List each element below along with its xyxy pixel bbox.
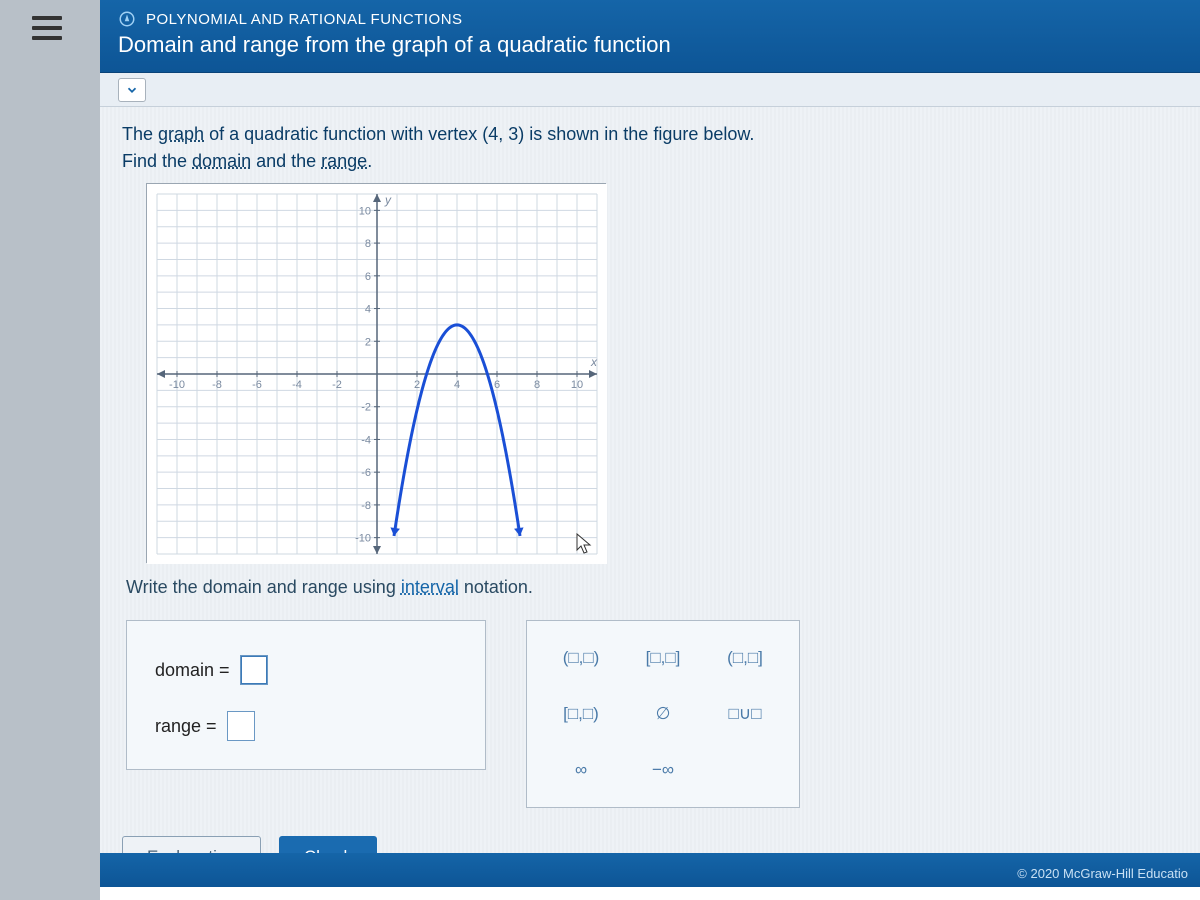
- svg-text:8: 8: [365, 238, 371, 250]
- svg-text:-8: -8: [212, 379, 222, 391]
- palette-open-closed[interactable]: (□,□]: [709, 638, 781, 678]
- svg-text:10: 10: [359, 205, 371, 217]
- svg-text:2: 2: [414, 379, 420, 391]
- svg-text:-2: -2: [361, 402, 371, 414]
- app-window: POLYNOMIAL AND RATIONAL FUNCTIONS Domain…: [100, 0, 1200, 900]
- quadratic-chart: -10 -8 -6 -4 -2 2 4 6 8 10 -10 -8 -6 -4 -2 2 4 6 8 10 x y: [147, 184, 607, 564]
- lesson-header: POLYNOMIAL AND RATIONAL FUNCTIONS Domain…: [100, 0, 1200, 73]
- term-domain[interactable]: domain: [192, 151, 251, 171]
- range-row: range =: [155, 711, 457, 741]
- svg-text:6: 6: [494, 379, 500, 391]
- svg-text:-4: -4: [361, 434, 371, 446]
- svg-text:-8: -8: [361, 500, 371, 512]
- cursor-icon: [575, 532, 595, 556]
- svg-text:2: 2: [365, 336, 371, 348]
- svg-text:4: 4: [454, 379, 460, 391]
- chevron-down-icon: [125, 83, 139, 97]
- svg-text:-6: -6: [252, 379, 262, 391]
- palette-closed-closed[interactable]: [□,□]: [627, 638, 699, 678]
- svg-text:6: 6: [365, 271, 371, 283]
- footer-bar: © 2020 McGraw-Hill Educatio: [100, 853, 1200, 887]
- svg-text:-6: -6: [361, 467, 371, 479]
- term-interval[interactable]: interval: [401, 577, 459, 597]
- sub-toolbar: [100, 73, 1200, 107]
- breadcrumb: POLYNOMIAL AND RATIONAL FUNCTIONS: [118, 10, 1182, 28]
- palette-infinity[interactable]: ∞: [545, 750, 617, 790]
- graph-panel: -10 -8 -6 -4 -2 2 4 6 8 10 -10 -8 -6 -4 -2 2 4 6 8 10 x y: [146, 183, 606, 563]
- palette-closed-open[interactable]: [□,□): [545, 694, 617, 734]
- palette-open-open[interactable]: (□,□): [545, 638, 617, 678]
- topic-title: Domain and range from the graph of a qua…: [118, 32, 1182, 58]
- content-area: The graph of a quadratic function with v…: [100, 107, 1200, 887]
- svg-text:10: 10: [571, 379, 583, 391]
- menu-hamburger-icon[interactable]: [32, 16, 62, 40]
- domain-label: domain =: [155, 660, 230, 681]
- domain-row: domain =: [155, 655, 457, 685]
- domain-input[interactable]: [240, 655, 268, 685]
- svg-text:-10: -10: [355, 533, 371, 545]
- vertex-value: (4, 3): [482, 124, 524, 144]
- range-label: range =: [155, 716, 217, 737]
- palette-neg-infinity[interactable]: −∞: [627, 750, 699, 790]
- graph-container: -10 -8 -6 -4 -2 2 4 6 8 10 -10 -8 -6 -4 -2 2 4 6 8 10 x y: [146, 183, 1178, 563]
- svg-text:4: 4: [365, 304, 371, 316]
- palette-empty-set[interactable]: ∅: [627, 694, 699, 734]
- category-label: POLYNOMIAL AND RATIONAL FUNCTIONS: [146, 11, 463, 28]
- compass-icon: [118, 10, 136, 28]
- svg-text:8: 8: [534, 379, 540, 391]
- copyright-text: © 2020 McGraw-Hill Educatio: [1017, 866, 1188, 881]
- term-range[interactable]: range: [321, 151, 367, 171]
- range-input[interactable]: [227, 711, 255, 741]
- term-graph[interactable]: graph: [158, 124, 204, 144]
- svg-text:-4: -4: [292, 379, 302, 391]
- dropdown-toggle[interactable]: [118, 78, 146, 102]
- symbol-palette: (□,□) [□,□] (□,□] [□,□) ∅ □∪□ ∞ −∞: [526, 620, 800, 808]
- answer-area: domain = range = (□,□) [□,□] (□,□] [□,□)…: [126, 620, 1178, 808]
- question-prompt: The graph of a quadratic function with v…: [122, 121, 1178, 175]
- svg-text:-2: -2: [332, 379, 342, 391]
- instruction-text: Write the domain and range using interva…: [126, 577, 1178, 598]
- svg-text:x: x: [590, 355, 598, 369]
- palette-union[interactable]: □∪□: [709, 694, 781, 734]
- svg-text:y: y: [384, 193, 392, 207]
- answer-box: domain = range =: [126, 620, 486, 770]
- svg-text:-10: -10: [169, 379, 185, 391]
